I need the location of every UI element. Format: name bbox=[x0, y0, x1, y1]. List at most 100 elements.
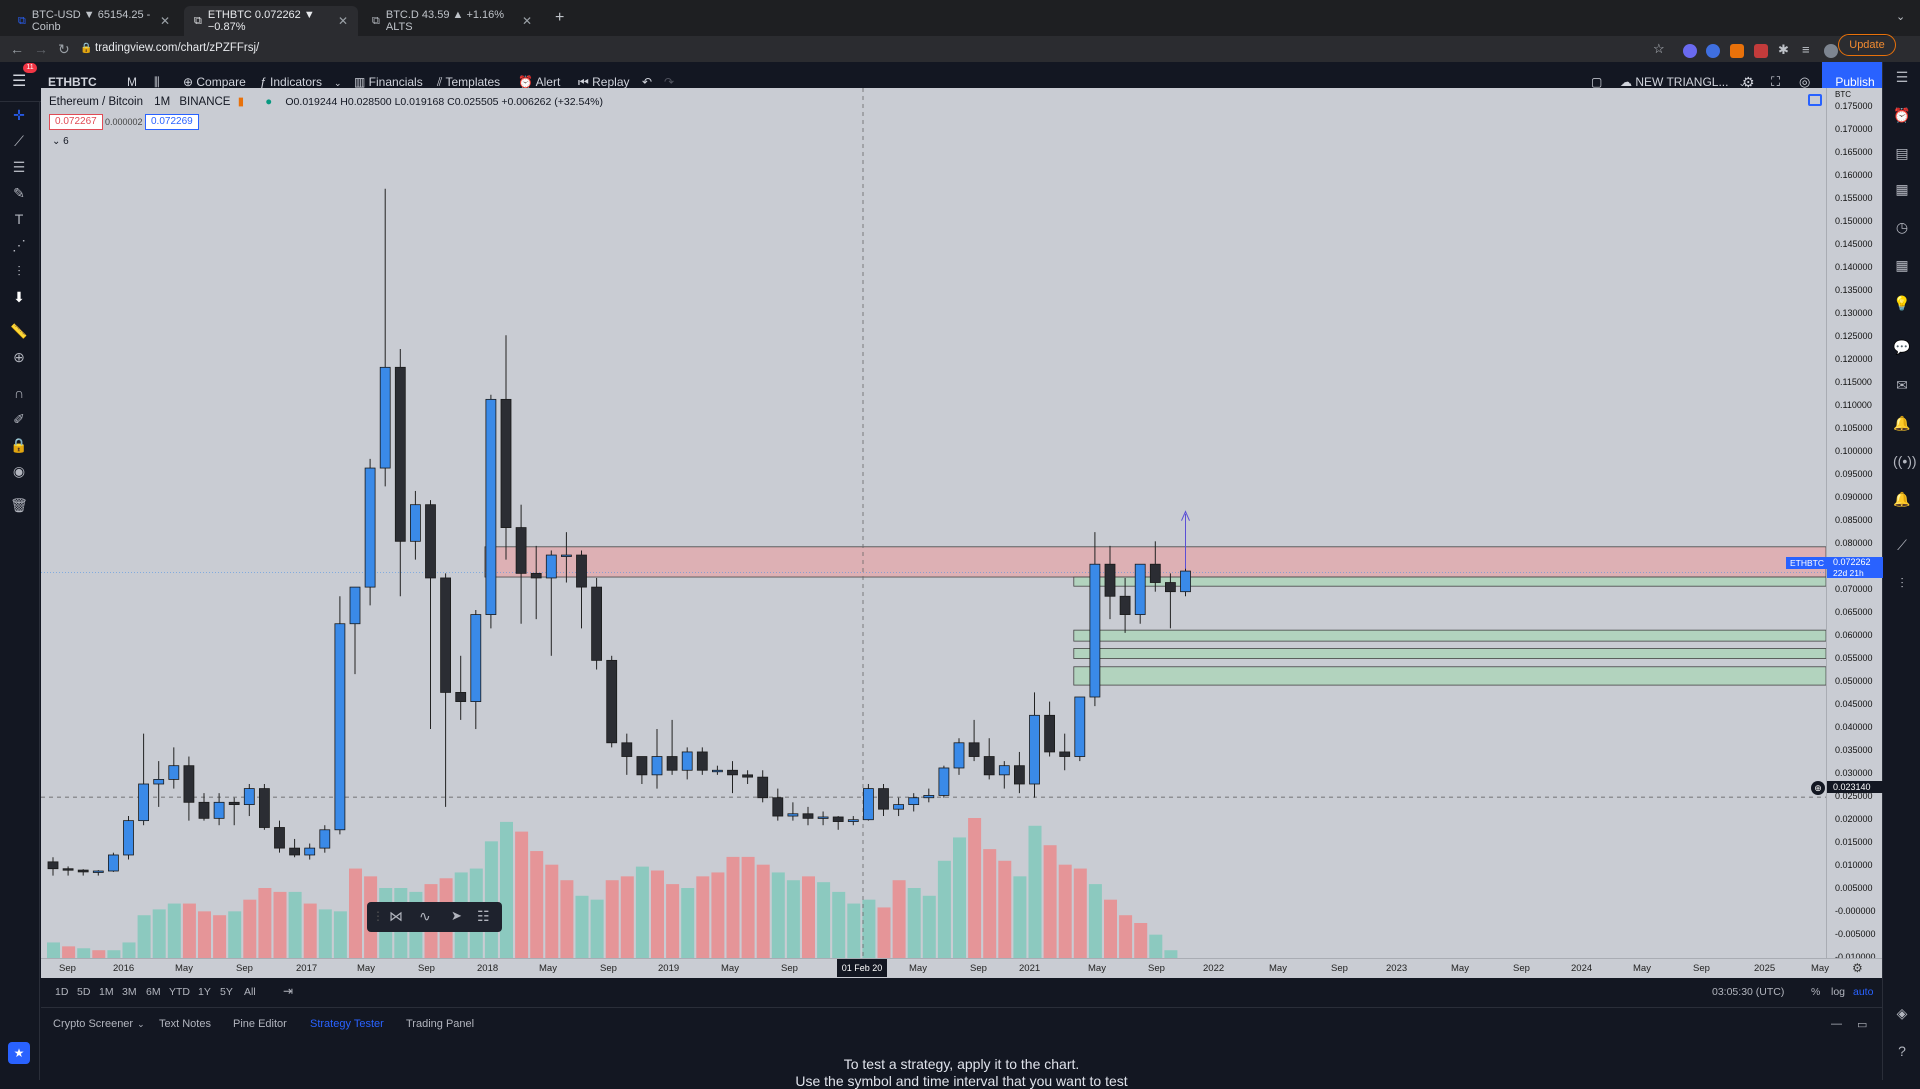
tab-search-chevron-icon[interactable]: ⌄ bbox=[1896, 11, 1906, 23]
zoom-icon[interactable]: ⊕ bbox=[13, 349, 25, 365]
layers-icon[interactable]: ◈ bbox=[1896, 1005, 1908, 1021]
price-axis[interactable]: BTC 0.175000 0.170000 0.165000 0.160000 0.15… bbox=[1826, 88, 1883, 962]
help-icon[interactable]: ? bbox=[1898, 1043, 1906, 1059]
news-icon[interactable]: 🔔 bbox=[1893, 491, 1911, 507]
url-input[interactable]: tradingview.com/chart/zPZFFrsj/ bbox=[95, 42, 260, 54]
indicators-button[interactable]: ƒ Indicators ⌄ bbox=[260, 62, 342, 102]
extension-icon[interactable] bbox=[1706, 44, 1720, 58]
minimize-icon[interactable]: — bbox=[1831, 1018, 1842, 1030]
financials-button[interactable]: ▥ Financials bbox=[354, 62, 423, 102]
indicators-toggle[interactable]: ⌄ 6 bbox=[52, 136, 69, 147]
range-button-6m[interactable]: 6M bbox=[146, 986, 161, 998]
lock-icon[interactable]: 🔒 bbox=[80, 43, 93, 54]
pattern-icon[interactable]: ⋰ bbox=[12, 237, 26, 253]
symbol-title[interactable]: Ethereum / Bitcoin bbox=[49, 96, 143, 108]
chats-icon[interactable]: 💬 bbox=[1893, 339, 1911, 355]
chart-pane[interactable] bbox=[41, 88, 1827, 958]
range-button-1d[interactable]: 1D bbox=[55, 986, 69, 998]
close-icon[interactable]: ✕ bbox=[337, 14, 348, 28]
forward-arrow-icon[interactable]: → bbox=[34, 41, 48, 57]
extension-icon[interactable] bbox=[1754, 44, 1768, 58]
replay-button[interactable]: ⏮ Replay bbox=[578, 62, 630, 102]
prediction-icon[interactable]: ⫶ bbox=[17, 263, 21, 279]
browser-tab-ethbtc[interactable]: ⧉ ETHBTC 0.072262 ▼ −0.87% ✕ bbox=[184, 6, 358, 36]
brush-icon[interactable]: ✎ bbox=[13, 185, 25, 201]
settings-gear-icon[interactable]: ⚙ bbox=[1742, 74, 1755, 90]
redo-icon[interactable]: ↷ bbox=[664, 75, 675, 89]
time-axis[interactable]: Sep 2016 May Sep 2017 May Sep 2018 May Sep 2019 May… bbox=[41, 958, 1882, 978]
trading-icon[interactable]: ⟋ bbox=[1897, 537, 1907, 553]
trend-line-icon[interactable]: ⟋ bbox=[14, 133, 24, 149]
update-button[interactable]: Update bbox=[1838, 34, 1896, 56]
notifications-icon[interactable]: 🔔 bbox=[1893, 415, 1911, 431]
range-button-5y[interactable]: 5Y bbox=[220, 986, 233, 998]
settings-list-icon[interactable]: ☷ bbox=[477, 908, 490, 924]
media-queue-icon[interactable]: ≡ bbox=[1802, 42, 1810, 57]
browser-tab-btcusd[interactable]: ⧉ BTC-USD ▼ 65154.25 - Coinb ✕ bbox=[8, 6, 180, 36]
tab-trading-panel[interactable]: Trading Panel bbox=[406, 1018, 475, 1030]
interval-button[interactable]: M bbox=[127, 75, 137, 89]
reload-icon[interactable]: ↻ bbox=[58, 41, 70, 57]
lock-icon[interactable]: 🔒 bbox=[10, 437, 28, 453]
ruler-icon[interactable]: 📏 bbox=[10, 323, 28, 339]
watchlist-icon[interactable]: ☰ bbox=[1895, 69, 1909, 85]
undo-icon[interactable]: ↶ bbox=[642, 75, 653, 89]
sell-price-box[interactable]: 0.072267 bbox=[49, 114, 103, 130]
pattern-tool-icon[interactable]: ⋈ bbox=[389, 908, 403, 924]
percent-toggle[interactable]: % bbox=[1811, 986, 1821, 998]
axis-settings-gear-icon[interactable]: ⚙ bbox=[1852, 961, 1863, 975]
streams-icon[interactable]: ((•)) bbox=[1893, 453, 1917, 469]
symbol-search[interactable]: ETHBTC bbox=[48, 75, 97, 89]
price-chart[interactable] bbox=[41, 88, 1827, 958]
drag-handle-icon[interactable]: ⋮ bbox=[372, 909, 384, 923]
hotlists-icon[interactable]: ▦ bbox=[1895, 181, 1909, 197]
range-button-5d[interactable]: 5D bbox=[77, 986, 91, 998]
range-button-all[interactable]: All bbox=[244, 986, 256, 998]
fib-icon[interactable]: ☰ bbox=[12, 159, 26, 175]
range-button-ytd[interactable]: YTD bbox=[169, 986, 190, 998]
eye-icon[interactable]: ◉ bbox=[12, 463, 26, 479]
avatar[interactable] bbox=[1824, 44, 1838, 58]
calendar-icon[interactable]: ◷ bbox=[1895, 219, 1909, 235]
compare-button[interactable]: ⊕ Compare bbox=[183, 62, 246, 102]
range-button-3m[interactable]: 3M bbox=[122, 986, 137, 998]
crosshair-icon[interactable]: ✛ bbox=[13, 107, 25, 123]
messages-icon[interactable]: ✉ bbox=[1896, 377, 1908, 393]
browser-tab-btcd[interactable]: ⧉ BTC.D 43.59 ▲ +1.16% ALTS ✕ bbox=[362, 6, 542, 36]
candle-type-icon[interactable]: ⫼ bbox=[154, 75, 160, 89]
text-icon[interactable]: T bbox=[14, 211, 24, 227]
favorites-star-icon[interactable]: ★ bbox=[8, 1042, 30, 1064]
bookmark-star-icon[interactable]: ☆ bbox=[1653, 41, 1665, 56]
alert-button[interactable]: ⏰ Alert bbox=[518, 62, 560, 102]
close-icon[interactable]: ✕ bbox=[159, 14, 170, 28]
alerts-icon[interactable]: ⏰ bbox=[1893, 107, 1911, 123]
sync-icon[interactable] bbox=[1808, 94, 1822, 106]
tab-pine-editor[interactable]: Pine Editor bbox=[233, 1018, 287, 1030]
depth-icon[interactable]: ⫶ bbox=[1900, 575, 1904, 591]
tab-crypto-screener[interactable]: Crypto Screener ⌄ bbox=[53, 1018, 145, 1030]
camera-icon[interactable]: ◎ bbox=[1799, 74, 1811, 89]
metamask-icon[interactable] bbox=[1730, 44, 1744, 58]
log-toggle[interactable]: log bbox=[1831, 986, 1846, 998]
ideas-icon[interactable]: 💡 bbox=[1893, 295, 1911, 311]
range-button-1m[interactable]: 1M bbox=[99, 986, 114, 998]
maximize-icon[interactable]: ▭ bbox=[1857, 1019, 1868, 1031]
close-icon[interactable]: ✕ bbox=[521, 14, 532, 28]
new-tab-button[interactable]: + bbox=[555, 9, 565, 26]
cursor-icon[interactable]: ➤ bbox=[451, 908, 462, 923]
arrow-down-icon[interactable]: ⬇ bbox=[13, 289, 25, 305]
clock-time[interactable]: 03:05:30 (UTC) bbox=[1712, 986, 1785, 998]
data-window-icon[interactable]: ▤ bbox=[1895, 145, 1909, 161]
screener-icon[interactable]: ▦ bbox=[1895, 257, 1909, 273]
fullscreen-icon[interactable]: ⛶ bbox=[1771, 74, 1781, 89]
range-button-1y[interactable]: 1Y bbox=[198, 986, 211, 998]
magnet-icon[interactable]: ∩ bbox=[13, 385, 25, 401]
back-arrow-icon[interactable]: ← bbox=[10, 41, 24, 57]
stay-drawing-icon[interactable]: ✐ bbox=[13, 411, 25, 427]
tab-text-notes[interactable]: Text Notes bbox=[159, 1018, 211, 1030]
templates-button[interactable]: ⫽ Templates bbox=[437, 62, 500, 102]
auto-toggle[interactable]: auto bbox=[1853, 986, 1874, 998]
menu-icon[interactable]: ☰ bbox=[12, 73, 27, 90]
add-alert-icon[interactable]: ⊕ bbox=[1811, 781, 1825, 795]
trash-icon[interactable]: 🗑 bbox=[10, 497, 28, 513]
